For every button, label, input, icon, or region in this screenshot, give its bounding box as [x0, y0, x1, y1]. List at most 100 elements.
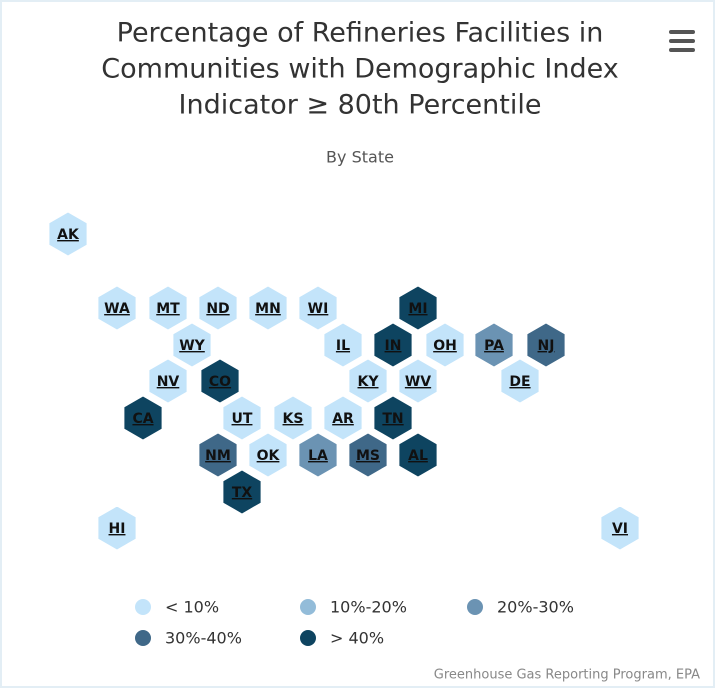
- state-label: AK: [57, 227, 80, 243]
- state-label: VI: [612, 521, 628, 537]
- legend-symbol: [300, 599, 316, 615]
- state-tile[interactable]: AR: [323, 395, 363, 441]
- chart-title: Indicator ≥ 80th Percentile: [179, 90, 542, 121]
- hexagon: [298, 285, 338, 331]
- chart-title: Communities with Demographic Index: [101, 54, 618, 85]
- state-label: TX: [232, 485, 253, 501]
- legend-label: > 40%: [330, 629, 384, 648]
- state-tile[interactable]: OH: [425, 322, 465, 368]
- state-label: HI: [109, 521, 126, 537]
- hexagon: [273, 395, 313, 441]
- state-tile[interactable]: MT: [148, 285, 188, 331]
- state-tile[interactable]: NV: [148, 358, 188, 404]
- hexagon: [526, 322, 566, 368]
- state-tile[interactable]: MI: [398, 285, 438, 331]
- hexagon: [373, 322, 413, 368]
- state-tile[interactable]: WV: [398, 358, 438, 404]
- hexagon: [222, 395, 262, 441]
- state-tile[interactable]: WY: [172, 322, 212, 368]
- state-label: MS: [356, 448, 380, 464]
- state-tile[interactable]: CO: [200, 358, 240, 404]
- hexagon: [398, 358, 438, 404]
- state-label: WY: [179, 338, 205, 354]
- state-label: AR: [332, 411, 354, 427]
- legend-symbol: [135, 630, 151, 646]
- state-tile[interactable]: MS: [348, 432, 388, 478]
- hexagon: [323, 395, 363, 441]
- state-tile[interactable]: LA: [298, 432, 338, 478]
- state-label: LA: [308, 448, 328, 464]
- hexagon: [198, 432, 238, 478]
- hexagon: [474, 322, 514, 368]
- hexagon: [348, 432, 388, 478]
- state-tile[interactable]: NJ: [526, 322, 566, 368]
- state-label: IN: [385, 338, 402, 354]
- state-tile[interactable]: TX: [222, 469, 262, 515]
- legend-item[interactable]: 20%-30%: [467, 598, 574, 617]
- state-tile[interactable]: WI: [298, 285, 338, 331]
- credits[interactable]: Greenhouse Gas Reporting Program, EPA: [434, 668, 700, 683]
- hexagon: [200, 358, 240, 404]
- state-label: OH: [433, 338, 457, 354]
- state-tile[interactable]: AK: [48, 211, 88, 257]
- legend-symbol: [300, 630, 316, 646]
- state-label: WV: [405, 374, 431, 390]
- hexagon: [398, 285, 438, 331]
- state-tile[interactable]: IN: [373, 322, 413, 368]
- state-tile[interactable]: HI: [97, 505, 137, 551]
- state-tile[interactable]: WA: [97, 285, 137, 331]
- hexagon: [248, 285, 288, 331]
- state-tile[interactable]: VI: [600, 505, 640, 551]
- state-label: DE: [509, 374, 530, 390]
- state-tile[interactable]: ND: [198, 285, 238, 331]
- state-tile[interactable]: OK: [248, 432, 288, 478]
- state-tile[interactable]: PA: [474, 322, 514, 368]
- legend-label: 20%-30%: [497, 598, 574, 617]
- state-tile[interactable]: DE: [500, 358, 540, 404]
- menu-bar: [669, 48, 695, 52]
- state-tile[interactable]: MN: [248, 285, 288, 331]
- menu-icon[interactable]: [669, 30, 695, 52]
- hexagon: [172, 322, 212, 368]
- state-label: NM: [205, 448, 231, 464]
- hexagon: [600, 505, 640, 551]
- hexagon: [97, 505, 137, 551]
- legend-label: < 10%: [165, 598, 219, 617]
- hexagon: [373, 395, 413, 441]
- hexagon: [148, 285, 188, 331]
- legend-item[interactable]: > 40%: [300, 629, 384, 648]
- legend-item[interactable]: 30%-40%: [135, 629, 242, 648]
- legend-item[interactable]: < 10%: [135, 598, 219, 617]
- state-tile[interactable]: NM: [198, 432, 238, 478]
- legend-label: 10%-20%: [330, 598, 407, 617]
- state-tile[interactable]: CA: [123, 395, 163, 441]
- state-label: CO: [209, 374, 231, 390]
- state-label: KY: [358, 374, 380, 390]
- state-label: CA: [132, 411, 153, 427]
- state-tile[interactable]: KS: [273, 395, 313, 441]
- state-label: UT: [232, 411, 253, 427]
- state-label: ND: [206, 301, 229, 317]
- state-tile[interactable]: KY: [348, 358, 388, 404]
- hexagon: [97, 285, 137, 331]
- hexagon: [48, 211, 88, 257]
- hexagon: [248, 432, 288, 478]
- hexagon: [222, 469, 262, 515]
- hexagon: [298, 432, 338, 478]
- state-tile[interactable]: IL: [323, 322, 363, 368]
- state-label: NJ: [538, 338, 555, 354]
- legend-symbol: [135, 599, 151, 615]
- state-tile[interactable]: TN: [373, 395, 413, 441]
- state-tile[interactable]: UT: [222, 395, 262, 441]
- state-label: IL: [336, 338, 350, 354]
- legend-item[interactable]: 10%-20%: [300, 598, 407, 617]
- state-label: MT: [156, 301, 180, 317]
- state-label: AL: [408, 448, 428, 464]
- state-tile[interactable]: AL: [398, 432, 438, 478]
- chart-subtitle: By State: [326, 148, 394, 167]
- menu-bar: [669, 30, 695, 34]
- state-label: KS: [283, 411, 304, 427]
- state-label: NV: [157, 374, 180, 390]
- hexagon: [148, 358, 188, 404]
